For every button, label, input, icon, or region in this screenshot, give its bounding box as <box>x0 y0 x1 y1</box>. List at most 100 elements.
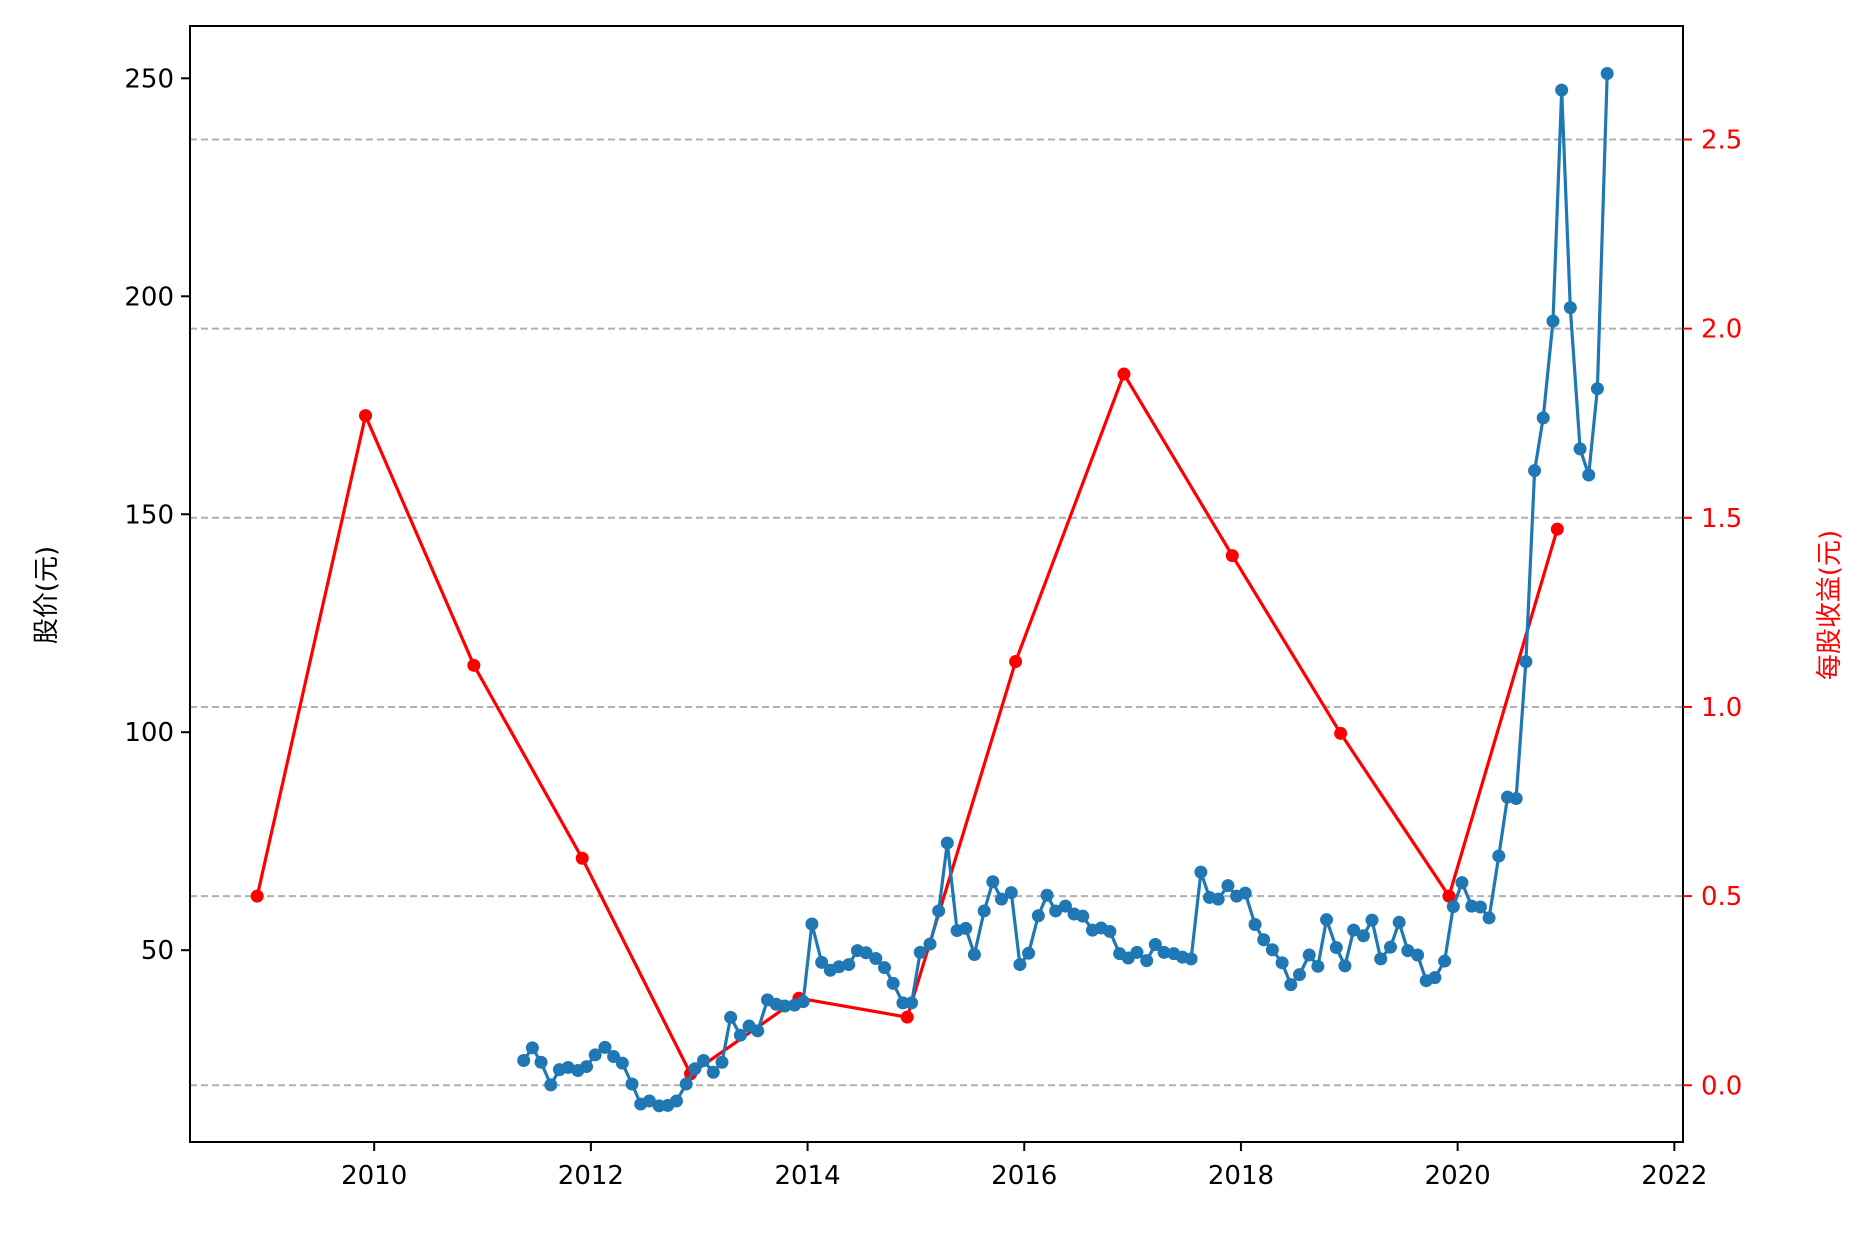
plot-frame <box>189 25 1684 1143</box>
price-point <box>1049 904 1063 918</box>
price-point <box>869 951 883 965</box>
price-point <box>1528 464 1542 478</box>
price-point <box>1292 968 1306 982</box>
price-point <box>1040 888 1054 902</box>
eps-point <box>359 409 373 423</box>
y-right-tick-label: 2.0 <box>1701 315 1742 345</box>
price-point <box>580 1060 594 1074</box>
price-point <box>625 1077 639 1091</box>
price-point <box>1455 876 1469 890</box>
price-point <box>1383 940 1397 954</box>
price-point <box>1411 948 1425 962</box>
price-point <box>1157 945 1171 959</box>
price-point <box>517 1053 531 1067</box>
price-point <box>1473 900 1487 914</box>
eps-point <box>1225 549 1239 563</box>
price-point <box>588 1048 602 1062</box>
x-tick-label: 2010 <box>341 1161 407 1191</box>
price-point <box>1365 913 1379 927</box>
y-axis-right-label: 每股收益(元) <box>1815 530 1845 680</box>
price-point <box>778 999 792 1013</box>
price-point <box>1211 892 1225 906</box>
price-point <box>986 875 1000 889</box>
price-point <box>688 1062 702 1076</box>
price-point <box>1238 886 1252 900</box>
eps-point <box>467 658 481 672</box>
y-right-tick-label: 1.5 <box>1701 504 1742 534</box>
x-tick-label: 2016 <box>991 1161 1057 1191</box>
price-point <box>1148 938 1162 952</box>
price-point <box>905 996 919 1010</box>
eps-line <box>255 372 1559 1076</box>
price-point <box>1563 301 1577 315</box>
eps-series <box>250 367 1564 1081</box>
price-point <box>1320 913 1334 927</box>
price-point <box>1438 954 1452 968</box>
eps-point <box>250 889 264 903</box>
price-point <box>832 960 846 974</box>
price-point <box>842 958 856 972</box>
price-point <box>1555 83 1569 97</box>
eps-point <box>575 851 589 865</box>
price-point <box>715 1055 729 1069</box>
price-point <box>1058 899 1072 913</box>
price-point <box>1221 879 1235 893</box>
price-point <box>1013 958 1027 972</box>
price-point <box>1257 933 1271 947</box>
price-point <box>1446 900 1460 914</box>
ticks: 2010 2012 2014 2016 2018 2020 2022 50 100 150 200 2… <box>124 64 1742 1191</box>
price-point <box>1347 923 1361 937</box>
eps-point <box>1334 726 1348 740</box>
x-tick-label: 2012 <box>558 1161 624 1191</box>
price-point <box>751 1024 765 1038</box>
y-axis-left-label: 股价(元) <box>32 546 62 644</box>
price-point <box>1130 945 1144 959</box>
price-point <box>859 946 873 960</box>
price-point <box>1392 915 1406 929</box>
price-point <box>1329 941 1343 955</box>
price-point <box>1356 929 1370 943</box>
price-point <box>923 937 937 951</box>
price-point <box>1401 944 1415 958</box>
price-point <box>967 948 981 962</box>
price-point <box>1509 791 1523 805</box>
y-left-tick-label: 100 <box>124 718 174 748</box>
price-point <box>1374 952 1388 966</box>
price-point <box>815 955 829 969</box>
price-point <box>977 904 991 918</box>
price-point <box>1590 382 1604 396</box>
price-series <box>517 67 1614 1113</box>
x-tick-label: 2020 <box>1425 1161 1491 1191</box>
y-right-tick-label: 0.0 <box>1701 1071 1742 1101</box>
price-point <box>995 892 1009 906</box>
eps-point <box>1117 367 1131 381</box>
price-point <box>697 1053 711 1067</box>
price-point <box>796 995 810 1009</box>
price-point <box>1311 959 1325 973</box>
price-point <box>1022 946 1036 960</box>
grid-lines <box>190 138 1683 1087</box>
price-point <box>1492 849 1506 863</box>
price-point <box>805 917 819 931</box>
price-point <box>1103 924 1117 938</box>
x-tick-label: 2022 <box>1641 1161 1707 1191</box>
y-left-tick-label: 150 <box>124 500 174 530</box>
price-point <box>913 945 927 959</box>
price-point <box>733 1028 747 1042</box>
price-point <box>940 836 954 850</box>
eps-point <box>900 1010 914 1024</box>
price-point <box>1582 468 1596 482</box>
price-point <box>877 961 891 975</box>
y-right-tick-label: 2.5 <box>1701 125 1742 155</box>
price-point <box>544 1078 558 1092</box>
y-right-tick-label: 0.5 <box>1701 882 1742 912</box>
y-right-tick-label: 1.0 <box>1701 693 1742 723</box>
price-point <box>1194 865 1208 879</box>
price-point <box>1428 971 1442 985</box>
price-point <box>1184 952 1198 966</box>
price-point <box>1275 956 1289 970</box>
price-point <box>1338 959 1352 973</box>
price-point <box>1004 886 1018 900</box>
